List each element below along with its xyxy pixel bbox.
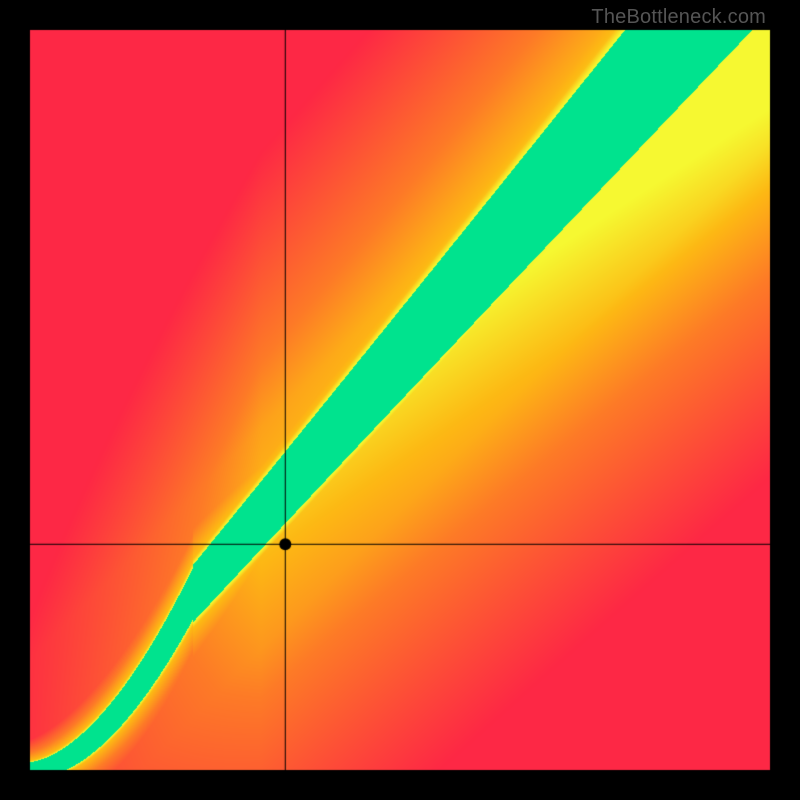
bottleneck-heatmap-frame: TheBottleneck.com bbox=[0, 0, 800, 800]
bottleneck-heatmap-canvas bbox=[0, 0, 800, 800]
watermark-text: TheBottleneck.com bbox=[591, 6, 766, 29]
